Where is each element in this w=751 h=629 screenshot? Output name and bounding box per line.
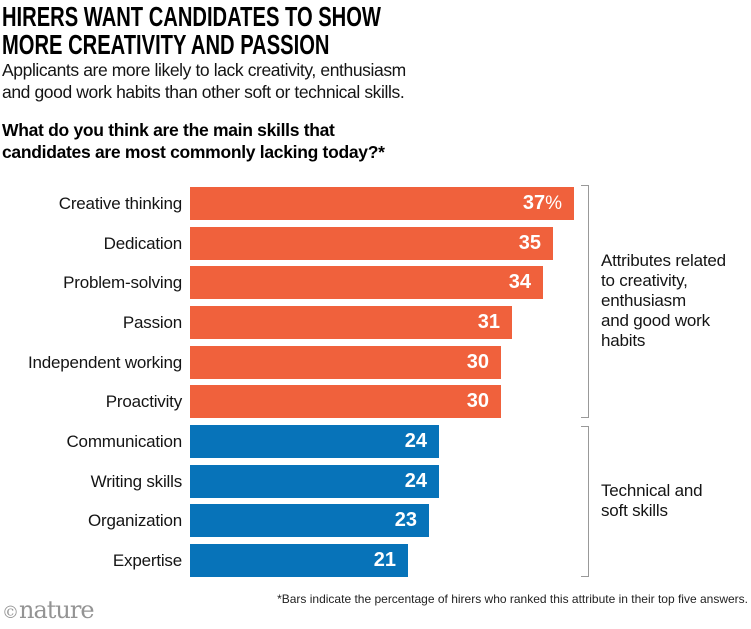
bar: 37% xyxy=(190,187,574,220)
bar: 24 xyxy=(190,465,439,498)
bar-row: Proactivity 30 xyxy=(0,385,751,418)
bar-row: Writing skills 24 xyxy=(0,465,751,498)
bar-row: Organization 23 xyxy=(0,504,751,537)
bar: 30 xyxy=(190,346,501,379)
category-label: Problem-solving xyxy=(63,273,182,292)
group-bracket-technical xyxy=(581,426,589,577)
bar-row: Problem-solving 34 xyxy=(0,266,751,299)
bar: 23 xyxy=(190,504,429,537)
group-label-technical: Technical and soft skills xyxy=(601,481,703,520)
nature-logo: ©nature xyxy=(2,596,95,626)
value-label: 34 xyxy=(508,271,531,293)
bar-row: Passion 31 xyxy=(0,306,751,339)
nature-logo-text: nature xyxy=(19,596,95,624)
bar-row: Independent working 30 xyxy=(0,346,751,379)
bar: 34 xyxy=(190,266,543,299)
bar: 24 xyxy=(190,425,439,458)
bar: 31 xyxy=(190,306,512,339)
footnote: *Bars indicate the percentage of hirers … xyxy=(277,592,748,606)
category-label: Writing skills xyxy=(90,472,183,491)
category-label: Proactivity xyxy=(105,392,182,411)
category-label: Expertise xyxy=(112,551,182,570)
percent-sign: % xyxy=(545,193,562,214)
category-label: Communication xyxy=(66,432,182,451)
value-label: 37% xyxy=(522,192,562,214)
value-label: 23 xyxy=(394,509,417,531)
value-label: 24 xyxy=(404,470,427,492)
bar: 35 xyxy=(190,227,553,260)
copyright-icon: © xyxy=(2,603,19,623)
value-label: 30 xyxy=(466,390,489,412)
value-label: 21 xyxy=(373,549,396,571)
group-label-creativity: Attributes related to creativity, enthus… xyxy=(601,251,726,350)
bar-row: Expertise 21 xyxy=(0,544,751,577)
bar-row: Dedication 35 xyxy=(0,227,751,260)
value-label: 35 xyxy=(518,232,541,254)
page-title: HIRERS WANT CANDIDATES TO SHOW MORE CREA… xyxy=(2,1,381,60)
subtitle: Applicants are more likely to lack creat… xyxy=(2,60,406,102)
category-label: Creative thinking xyxy=(58,194,182,213)
value-label: 24 xyxy=(404,430,427,452)
chart-question: What do you think are the main skills th… xyxy=(2,120,385,162)
bar-row: Creative thinking 37% xyxy=(0,187,751,220)
bar: 30 xyxy=(190,385,501,418)
value-label: 30 xyxy=(466,351,489,373)
category-label: Dedication xyxy=(103,234,183,253)
category-label: Independent working xyxy=(27,353,182,372)
value-label: 31 xyxy=(477,311,500,333)
category-label: Passion xyxy=(122,313,182,332)
group-bracket-creativity xyxy=(581,185,589,418)
bar: 21 xyxy=(190,544,408,577)
bar-row: Communication 24 xyxy=(0,425,751,458)
category-label: Organization xyxy=(88,511,182,530)
